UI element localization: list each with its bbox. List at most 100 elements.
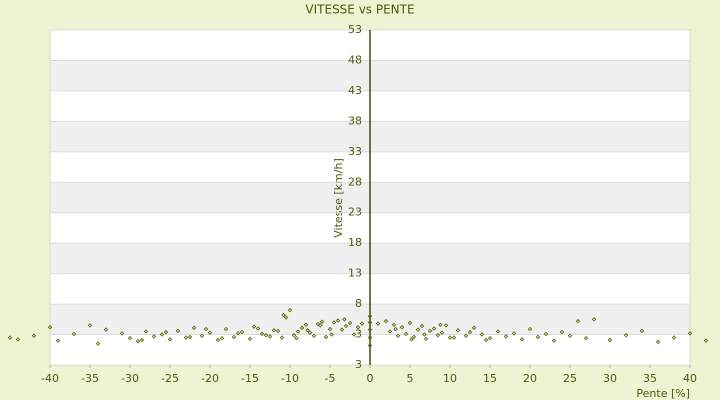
point — [31, 333, 37, 339]
point — [319, 319, 325, 324]
point — [163, 329, 169, 335]
point — [451, 335, 457, 340]
point — [639, 328, 645, 334]
point — [47, 324, 53, 330]
point — [303, 322, 309, 328]
point — [159, 332, 165, 337]
point — [359, 321, 365, 326]
y-tick-label: 3 — [355, 358, 362, 371]
x-tick-label: 35 — [643, 372, 657, 385]
y-tick-label: 3 — [355, 328, 362, 341]
x-tick-label: -40 — [41, 372, 59, 385]
point — [367, 314, 373, 319]
point — [335, 318, 341, 323]
point — [583, 335, 589, 341]
y-tick-label: 18 — [348, 236, 362, 249]
point — [263, 332, 269, 338]
point — [671, 335, 677, 340]
point — [411, 334, 417, 340]
point — [187, 334, 193, 340]
point — [219, 335, 225, 341]
x-tick-label: -25 — [161, 372, 179, 385]
point — [315, 321, 321, 327]
point — [191, 325, 197, 331]
y-tick-label: 13 — [348, 267, 362, 280]
point — [342, 317, 347, 322]
point — [367, 320, 373, 325]
point — [422, 332, 427, 337]
point — [399, 324, 405, 330]
point — [279, 335, 285, 340]
point — [435, 332, 441, 338]
point — [151, 334, 157, 339]
point — [215, 337, 221, 343]
y-tick-label: 38 — [348, 114, 362, 127]
point — [119, 331, 125, 336]
x-tick-label: 20 — [523, 372, 537, 385]
point — [259, 331, 265, 337]
point — [343, 323, 349, 329]
point — [71, 331, 77, 337]
point — [199, 333, 205, 339]
point — [551, 338, 557, 343]
point — [395, 333, 401, 339]
point — [367, 335, 373, 340]
x-tick-label: -20 — [201, 372, 219, 385]
point — [503, 334, 509, 339]
point — [575, 318, 581, 324]
point — [203, 326, 209, 332]
point — [607, 337, 613, 343]
point — [387, 329, 393, 334]
point — [623, 332, 629, 338]
point — [103, 327, 109, 332]
point — [143, 329, 149, 334]
point — [543, 331, 549, 337]
point — [375, 321, 381, 326]
x-tick-label: 0 — [367, 372, 374, 385]
x-tick-label: 15 — [483, 372, 497, 385]
y-tick-label: 53 — [348, 23, 362, 36]
point — [423, 336, 429, 342]
point — [247, 336, 253, 342]
point — [87, 323, 93, 328]
point — [703, 338, 709, 343]
point — [318, 323, 323, 328]
point — [15, 337, 21, 342]
x-tick-label: 30 — [603, 372, 617, 385]
x-tick-label: -35 — [81, 372, 99, 385]
point — [559, 329, 565, 335]
x-tick-label: -10 — [281, 372, 299, 385]
point — [223, 326, 229, 332]
point — [291, 332, 297, 338]
x-tick-label: 40 — [683, 372, 697, 385]
point — [311, 333, 317, 339]
point — [281, 312, 286, 318]
point — [367, 343, 373, 348]
point — [139, 337, 145, 343]
x-tick-label: -30 — [121, 372, 139, 385]
point — [487, 335, 493, 341]
point — [323, 334, 329, 340]
x-tick-label: 25 — [563, 372, 577, 385]
point — [655, 339, 661, 345]
point — [427, 328, 433, 334]
point — [591, 317, 597, 322]
point — [431, 326, 437, 331]
point — [519, 337, 525, 342]
point — [231, 334, 237, 340]
point — [299, 325, 305, 331]
y-tick-label: 43 — [348, 84, 362, 97]
chart-title: VITESSE vs PENTE — [305, 3, 414, 17]
point — [483, 337, 489, 343]
y-tick-label: 48 — [348, 53, 362, 66]
point — [367, 327, 373, 332]
point — [347, 320, 353, 326]
x-tick-label: -15 — [241, 372, 259, 385]
point — [403, 331, 409, 337]
point — [479, 332, 485, 337]
point — [95, 341, 101, 346]
point — [183, 335, 189, 340]
point — [471, 325, 477, 331]
point — [295, 329, 301, 334]
